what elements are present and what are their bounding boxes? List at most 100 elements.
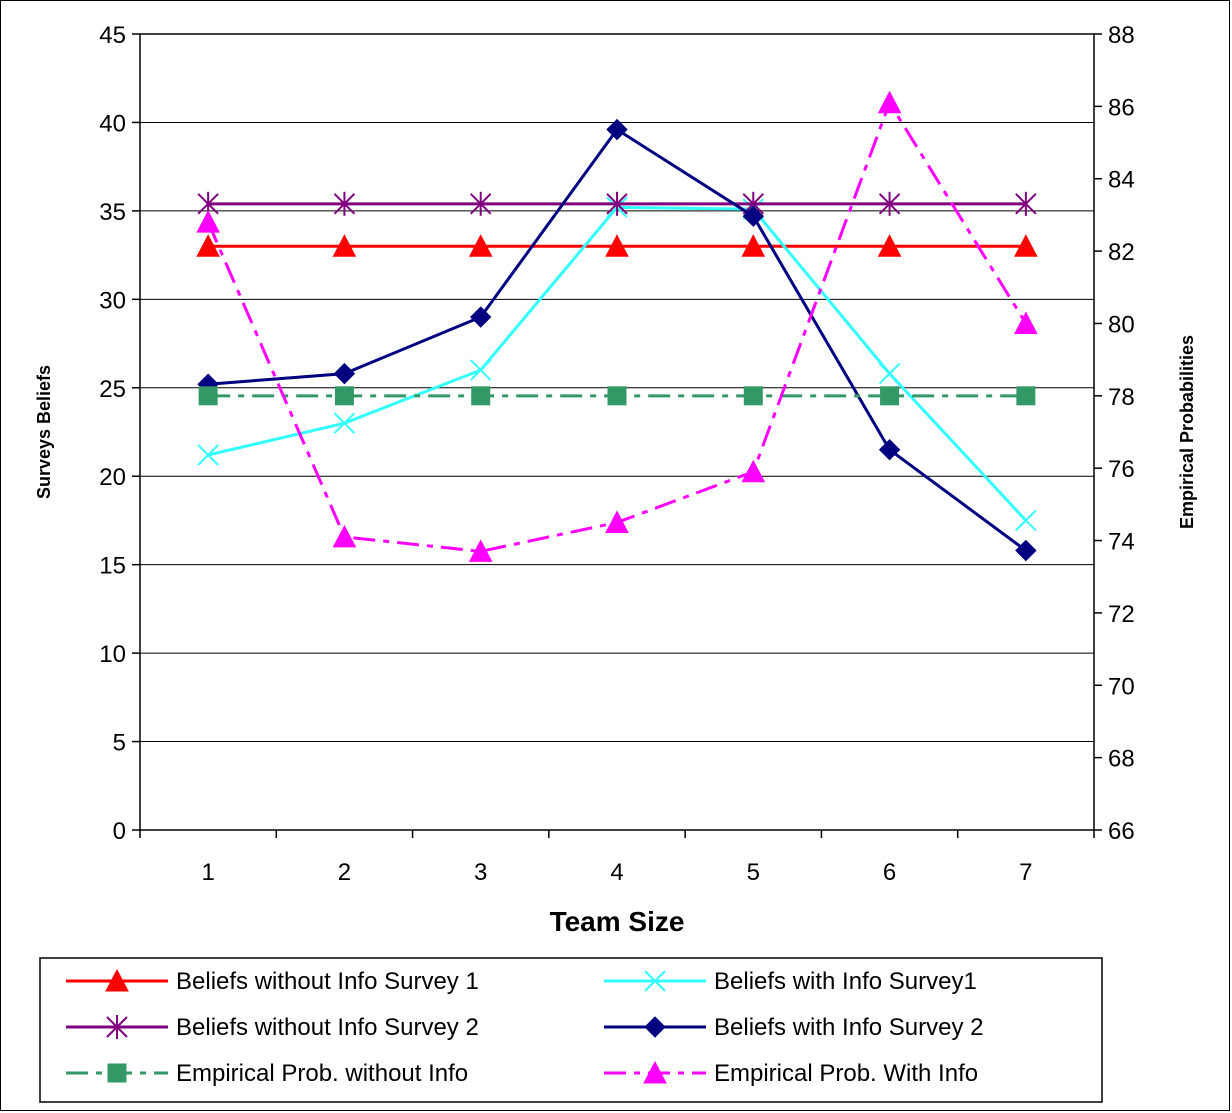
- left-tick-label: 25: [99, 376, 126, 403]
- x-tick-label: 3: [474, 859, 487, 886]
- legend-entry: Empirical Prob. With Info: [604, 1060, 978, 1087]
- marker-stroke: [1015, 509, 1037, 532]
- marker-stroke: [197, 444, 219, 466]
- x-axis-title: Team Size: [550, 906, 685, 937]
- data-point: [468, 539, 493, 562]
- legend-label: Beliefs without Info Survey 1: [176, 968, 479, 995]
- marker-stroke: [878, 362, 901, 385]
- data-point: [334, 386, 354, 406]
- series-5: [198, 386, 1036, 406]
- x-axis: 1 2 3 4 5 6 7: [139, 830, 1095, 886]
- right-axis: 66 68 70 72 74 76 78 80 82 84 86 88: [1094, 22, 1135, 845]
- data-point: [332, 234, 357, 257]
- left-tick-label: 10: [99, 641, 126, 668]
- data-point: [470, 306, 492, 328]
- plot-area: [139, 33, 1095, 831]
- legend-entry: Beliefs without Info Survey 1: [66, 968, 479, 995]
- data-point: [877, 234, 902, 257]
- legend-label: Beliefs with Info Survey 2: [714, 1014, 983, 1041]
- gridlines: [140, 33, 1094, 831]
- right-tick-label: 82: [1108, 239, 1135, 266]
- data-point: [878, 362, 901, 385]
- data-point: [605, 234, 629, 257]
- legend-entry: Beliefs with Info Survey 2: [604, 1014, 983, 1041]
- data-point: [606, 118, 628, 141]
- data-point: [197, 444, 219, 466]
- data-point: [468, 234, 493, 257]
- data-point: [470, 359, 492, 381]
- data-point: [1014, 234, 1038, 257]
- data-point: [1015, 539, 1037, 562]
- x-tick-label: 6: [883, 859, 896, 886]
- left-tick-label: 35: [99, 199, 126, 226]
- right-tick-label: 84: [1108, 167, 1135, 194]
- right-tick-label: 70: [1108, 673, 1135, 700]
- right-tick-label: 66: [1108, 818, 1135, 845]
- series-line: [206, 99, 1028, 553]
- x-tick-label: 2: [338, 859, 351, 886]
- left-tick-label: 0: [113, 818, 126, 845]
- x-tick-label: 5: [747, 859, 760, 886]
- data-point: [878, 191, 901, 216]
- right-tick-label: 76: [1108, 456, 1135, 483]
- data-point: [743, 386, 763, 406]
- x-tick-label: 7: [1019, 859, 1032, 886]
- left-tick-label: 30: [99, 287, 126, 314]
- data-point: [880, 386, 900, 406]
- legend-entries: Beliefs without Info Survey 1 Beliefs wit…: [66, 968, 983, 1087]
- left-tick-label: 40: [99, 110, 126, 137]
- data-point: [741, 234, 766, 257]
- legend-marker: [643, 1060, 667, 1084]
- series: [196, 90, 1038, 562]
- right-axis-title: Empirical Probabilities: [1177, 335, 1197, 529]
- legend-label: Beliefs with Info Survey1: [714, 968, 977, 995]
- left-tick-label: 5: [113, 730, 126, 757]
- right-tick-label: 72: [1108, 601, 1135, 628]
- data-point: [333, 191, 356, 216]
- legend-label: Beliefs without Info Survey 2: [176, 1014, 479, 1041]
- series-3: [197, 191, 1037, 216]
- right-tick-label: 78: [1108, 384, 1135, 411]
- data-point: [471, 386, 491, 406]
- series-6: [196, 90, 1038, 562]
- legend-marker: [644, 970, 666, 992]
- left-axis-title: Surveys Beliefs: [34, 365, 54, 499]
- left-tick-label: 15: [99, 553, 126, 580]
- legend-marker: [644, 1016, 666, 1038]
- left-tick-label: 45: [99, 22, 126, 49]
- marker-stroke: [333, 412, 356, 434]
- legend: [39, 957, 1103, 1103]
- right-tick-label: 74: [1108, 529, 1135, 556]
- data-point: [742, 205, 764, 227]
- right-tick-label: 88: [1108, 22, 1135, 49]
- data-point: [332, 524, 357, 548]
- data-point: [741, 459, 766, 483]
- right-tick-label: 68: [1108, 746, 1135, 773]
- right-tick-label: 86: [1108, 94, 1135, 121]
- legend-entry: Beliefs without Info Survey 2: [66, 1014, 479, 1041]
- x-tick-label: 1: [201, 859, 214, 886]
- data-point: [606, 191, 628, 216]
- legend-entry: Beliefs with Info Survey1: [604, 968, 977, 995]
- data-point: [607, 386, 627, 406]
- left-axis: 0 5 10 15 20 25 30 35 40 45: [99, 22, 140, 845]
- legend-label: Empirical Prob. without Info: [176, 1060, 468, 1087]
- data-point: [196, 234, 220, 257]
- data-point: [196, 210, 220, 233]
- right-tick-label: 80: [1108, 311, 1135, 338]
- series-4: [197, 118, 1037, 562]
- legend-marker: [105, 968, 129, 992]
- data-point: [470, 191, 492, 216]
- legend-label: Empirical Prob. With Info: [714, 1060, 978, 1087]
- legend-entry: Empirical Prob. without Info: [66, 1060, 468, 1087]
- marker-stroke: [470, 359, 492, 381]
- data-point: [877, 90, 902, 114]
- data-point: [333, 362, 356, 385]
- series-1: [196, 234, 1038, 257]
- data-point: [878, 438, 901, 461]
- data-point: [1014, 311, 1038, 334]
- data-point: [1016, 386, 1036, 406]
- data-point: [605, 510, 629, 533]
